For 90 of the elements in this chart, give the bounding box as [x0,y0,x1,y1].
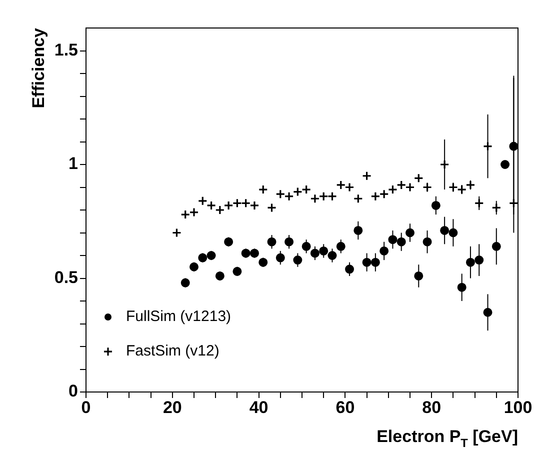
point [483,308,492,317]
point [414,173,424,183]
point [396,180,406,190]
point [474,256,484,265]
point [180,278,190,288]
point [319,246,328,256]
point [276,189,286,199]
point [258,258,268,267]
point [318,192,328,202]
point [500,160,510,169]
point [302,184,312,194]
point [457,282,466,292]
point [180,210,190,220]
point [474,198,484,208]
point [362,258,372,267]
y-tick-label: 0 [68,382,78,401]
point [215,205,225,215]
point [292,187,302,197]
point [380,246,389,256]
point [336,242,346,251]
point [344,182,354,192]
point [206,200,216,210]
point [172,228,182,238]
point [327,192,338,202]
point [362,171,372,181]
point [310,248,320,258]
point [482,142,493,152]
point [457,184,467,194]
point [336,180,346,190]
point [509,142,518,151]
point [414,271,424,280]
point [310,194,320,204]
point [284,237,294,246]
point [224,237,234,246]
point [440,226,450,235]
point [508,198,518,208]
point [345,264,354,274]
point [293,256,302,265]
legend-label: FullSim (v1213) [126,308,232,326]
point [215,271,224,280]
point [448,228,458,238]
point [206,251,216,260]
point [422,182,432,192]
point [492,242,501,251]
point [466,258,475,267]
point [189,207,199,218]
point [224,200,234,210]
point [406,228,414,238]
x-tick-label: 60 [336,398,355,418]
x-tick-label: 0 [81,398,91,418]
point [370,258,380,267]
point [241,198,251,208]
point [232,266,242,276]
point [405,182,415,192]
x-tick-label: 20 [162,398,182,418]
point [284,192,294,202]
y-tick-label: 1.5 [54,40,78,60]
point [190,262,198,272]
point [250,200,260,210]
point [250,248,259,258]
point [379,189,389,199]
point [198,196,208,206]
point [396,237,406,246]
x-tick-label: 80 [422,398,442,418]
point [440,160,450,170]
point [370,192,380,202]
point [422,237,432,246]
point [258,184,268,194]
point [354,226,363,235]
point [328,251,337,260]
point [241,248,250,258]
x-tick-label: 100 [504,398,532,418]
point [492,202,502,213]
point [198,253,208,262]
point [388,184,398,194]
point [267,237,276,246]
point [302,242,311,251]
point [388,235,398,244]
point [448,182,458,192]
y-axis-title: Efficiency [29,27,48,108]
point [466,180,476,190]
point [232,198,242,208]
point [353,194,363,204]
legend-label: FastSim (v12) [126,342,220,360]
point [276,253,285,262]
x-tick-label: 40 [249,398,268,418]
point [266,202,277,213]
y-tick-label: 1 [68,154,78,174]
point [431,200,440,210]
y-tick-label: 0.5 [54,268,78,287]
